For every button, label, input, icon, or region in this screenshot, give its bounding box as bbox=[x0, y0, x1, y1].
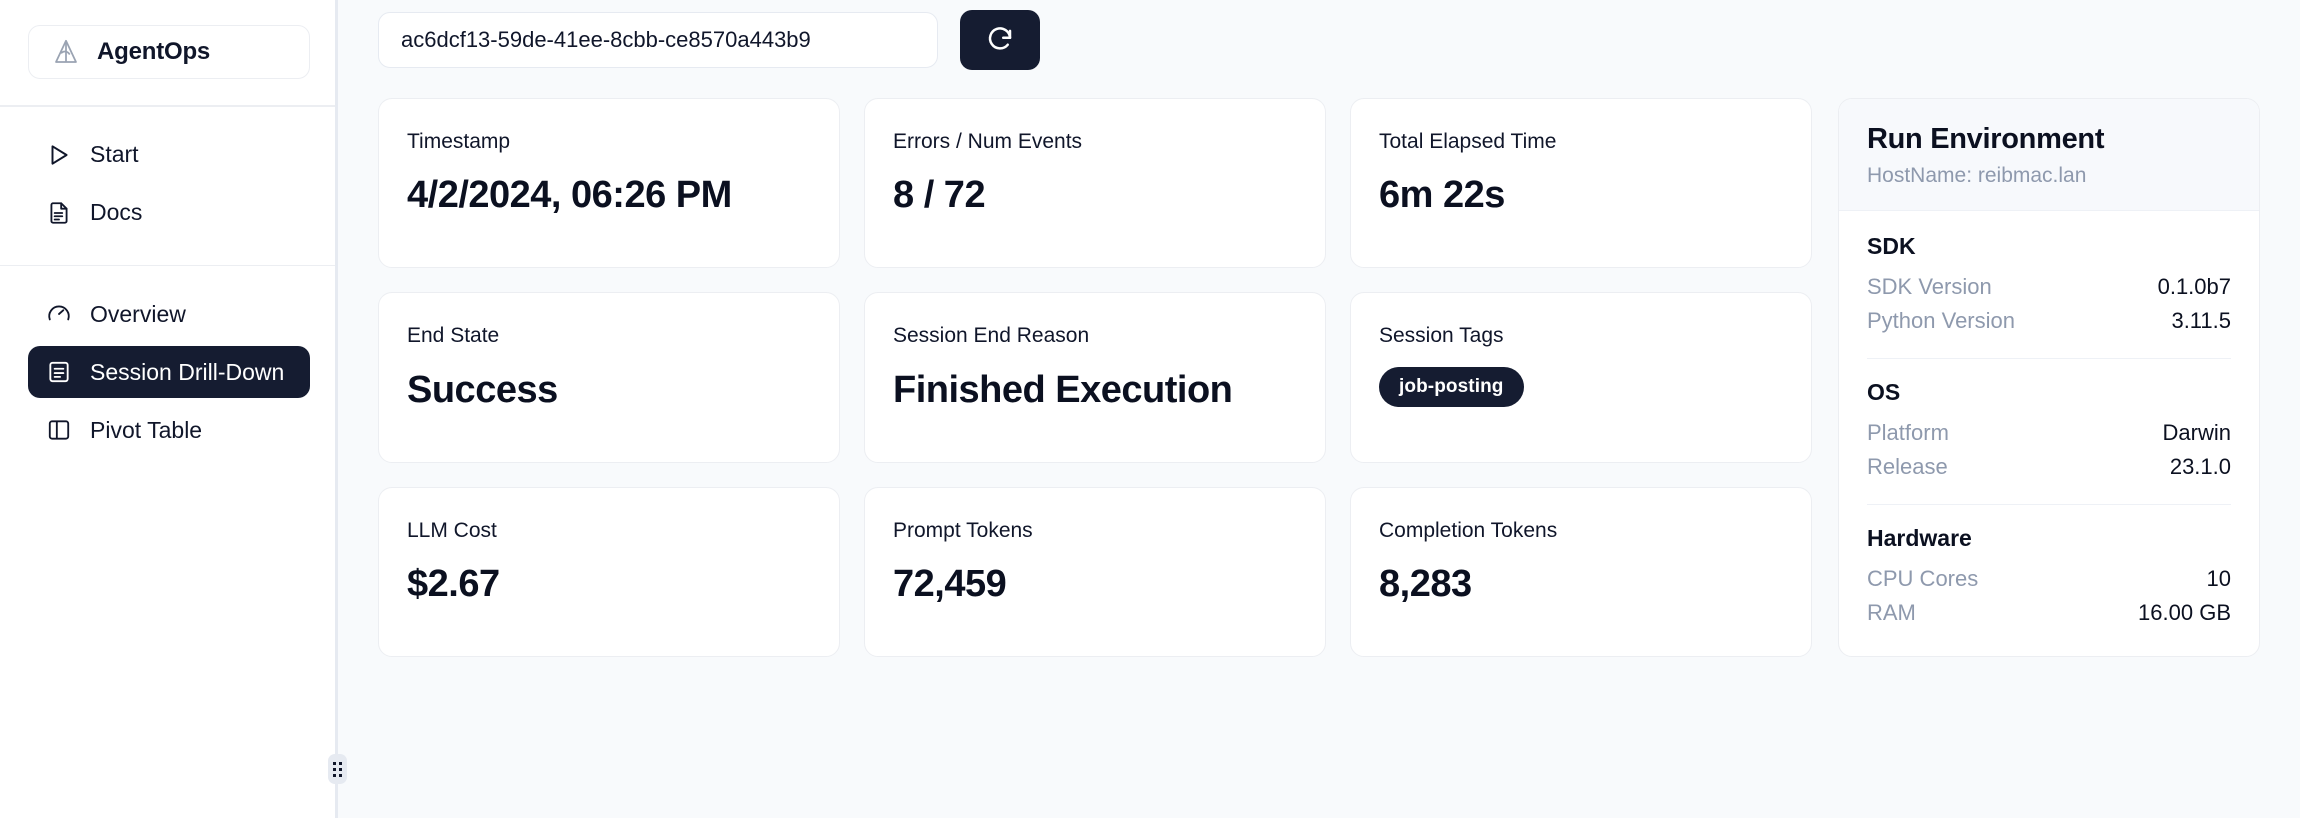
row-value: 16.00 GB bbox=[2138, 600, 2231, 625]
row-key: Release bbox=[1867, 454, 1948, 479]
stat-value: 6m 22s bbox=[1379, 174, 1505, 217]
sidebar-group-views: Overview Session Drill-Down Pivot Table bbox=[28, 266, 310, 456]
stat-label: Session Tags bbox=[1379, 324, 1504, 348]
stat-card-errors-num-events: Errors / Num Events 8 / 72 bbox=[864, 98, 1326, 269]
dashboard-body: Timestamp 4/2/2024, 06:26 PM Errors / Nu… bbox=[338, 70, 2300, 657]
sidebar-item-label: Start bbox=[90, 141, 139, 167]
stat-value: 72,459 bbox=[893, 562, 1007, 605]
sidebar-resize-handle[interactable] bbox=[328, 754, 347, 784]
row-key: RAM bbox=[1867, 600, 1916, 625]
sidebar-item-docs[interactable]: Docs bbox=[28, 187, 310, 239]
stat-value: $2.67 bbox=[407, 562, 500, 605]
brand-name: AgentOps bbox=[97, 38, 211, 65]
sidebar-edge-rule bbox=[335, 0, 338, 818]
agentops-logo-icon bbox=[51, 37, 81, 67]
stat-label: Session End Reason bbox=[893, 324, 1090, 348]
stat-card-session-end-reason: Session End Reason Finished Execution bbox=[864, 292, 1326, 463]
play-triangle-icon bbox=[46, 142, 72, 168]
row-value: 23.1.0 bbox=[2169, 454, 2231, 479]
row-value: 10 bbox=[2206, 566, 2231, 591]
stat-value: Finished Execution bbox=[893, 368, 1233, 411]
section-title: OS bbox=[1867, 379, 1901, 405]
gauge-icon bbox=[46, 301, 72, 327]
sidebar-item-session-drill-down[interactable]: Session Drill-Down bbox=[28, 346, 310, 398]
stat-card-total-elapsed-time: Total Elapsed Time 6m 22s bbox=[1350, 98, 1812, 269]
run-environment-body: SDK SDK Version 0.1.0b7 Python Version 3… bbox=[1839, 211, 2259, 656]
list-panel-icon bbox=[46, 359, 72, 385]
run-env-section-os: OS Platform Darwin Release 23.1.0 bbox=[1867, 358, 2231, 484]
panel-title: Run Environment bbox=[1867, 123, 2105, 155]
session-tag-list: job-posting bbox=[1379, 366, 1783, 407]
stat-card-completion-tokens: Completion Tokens 8,283 bbox=[1350, 486, 1812, 657]
row-key: Python Version bbox=[1867, 308, 2015, 333]
stat-value: Success bbox=[407, 368, 558, 411]
sidebar-item-label: Overview bbox=[90, 300, 186, 327]
stat-value: 4/2/2024, 06:26 PM bbox=[407, 174, 732, 217]
status-badge[interactable]: job-posting bbox=[1379, 366, 1524, 407]
row-key: SDK Version bbox=[1867, 274, 1992, 299]
main-content: Timestamp 4/2/2024, 06:26 PM Errors / Nu… bbox=[338, 0, 2300, 818]
stat-card-llm-cost: LLM Cost $2.67 bbox=[378, 486, 840, 657]
sidebar-item-label: Session Drill-Down bbox=[90, 358, 285, 385]
run-env-row: Platform Darwin bbox=[1867, 416, 2231, 450]
stat-label: Completion Tokens bbox=[1379, 518, 1558, 542]
sidebar-group-primary: Start Docs bbox=[28, 107, 310, 239]
sidebar-item-label: Pivot Table bbox=[90, 416, 203, 443]
run-env-section-sdk: SDK SDK Version 0.1.0b7 Python Version 3… bbox=[1867, 233, 2231, 338]
run-env-row: SDK Version 0.1.0b7 bbox=[1867, 270, 2231, 304]
stat-card-end-state: End State Success bbox=[378, 292, 840, 463]
stat-label: LLM Cost bbox=[407, 518, 497, 542]
stat-value: 8 / 72 bbox=[893, 174, 986, 217]
run-env-section-hardware: Hardware CPU Cores 10 RAM 16.00 GB bbox=[1867, 504, 2231, 630]
stat-label: Total Elapsed Time bbox=[1379, 130, 1557, 153]
row-value: 0.1.0b7 bbox=[2157, 274, 2231, 299]
run-env-row: Release 23.1.0 bbox=[1867, 450, 2231, 484]
stat-value: 8,283 bbox=[1379, 562, 1472, 605]
sidebar-divider-2 bbox=[0, 264, 338, 266]
sidebar-divider-1 bbox=[0, 105, 338, 107]
refresh-button[interactable] bbox=[960, 10, 1040, 70]
run-env-row: CPU Cores 10 bbox=[1867, 562, 2231, 596]
sidebar-item-pivot-table[interactable]: Pivot Table bbox=[28, 404, 310, 456]
stat-card-prompt-tokens: Prompt Tokens 72,459 bbox=[864, 486, 1326, 657]
sidebar-item-label: Docs bbox=[90, 199, 143, 225]
stat-label: End State bbox=[407, 324, 500, 348]
run-env-row: RAM 16.00 GB bbox=[1867, 596, 2231, 630]
document-icon bbox=[46, 200, 72, 226]
run-env-row: Python Version 3.11.5 bbox=[1867, 304, 2231, 338]
session-id-input[interactable] bbox=[378, 12, 938, 68]
hostname-text: HostName: reibmac.lan bbox=[1867, 164, 2087, 187]
section-title: Hardware bbox=[1867, 525, 1972, 551]
sidebar-item-overview[interactable]: Overview bbox=[28, 288, 310, 340]
stat-card-timestamp: Timestamp 4/2/2024, 06:26 PM bbox=[378, 98, 840, 269]
row-key: Platform bbox=[1867, 420, 1949, 445]
row-key: CPU Cores bbox=[1867, 566, 1979, 591]
sidebar: AgentOps Start Docs bbox=[0, 0, 347, 818]
row-value: Darwin bbox=[2162, 420, 2231, 445]
refresh-icon bbox=[985, 24, 1015, 57]
stat-card-grid: Timestamp 4/2/2024, 06:26 PM Errors / Nu… bbox=[378, 98, 1812, 657]
stat-label: Prompt Tokens bbox=[893, 518, 1033, 542]
sidebar-item-start[interactable]: Start bbox=[28, 129, 310, 181]
drag-dots-icon bbox=[333, 761, 342, 777]
row-value: 3.11.5 bbox=[2171, 308, 2231, 333]
section-title: SDK bbox=[1867, 233, 1916, 259]
stat-label: Errors / Num Events bbox=[893, 130, 1083, 153]
stat-label: Timestamp bbox=[407, 130, 511, 153]
stat-card-session-tags: Session Tags job-posting bbox=[1350, 292, 1812, 463]
run-environment-header: Run Environment HostName: reibmac.lan bbox=[1839, 99, 2259, 211]
brand-button[interactable]: AgentOps bbox=[28, 25, 310, 79]
columns-icon bbox=[46, 417, 72, 443]
toolbar bbox=[338, 0, 2300, 70]
run-environment-panel: Run Environment HostName: reibmac.lan SD… bbox=[1838, 98, 2260, 657]
